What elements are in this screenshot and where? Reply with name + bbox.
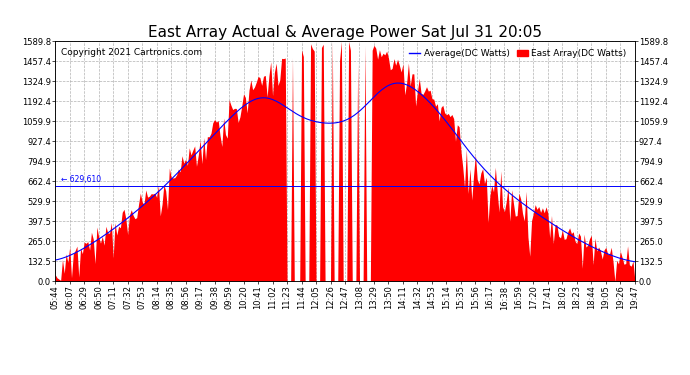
Legend: Average(DC Watts), East Array(DC Watts): Average(DC Watts), East Array(DC Watts): [406, 46, 630, 62]
Text: Copyright 2021 Cartronics.com: Copyright 2021 Cartronics.com: [61, 48, 202, 57]
Text: ← 629,610: ← 629,610: [61, 175, 101, 184]
Title: East Array Actual & Average Power Sat Jul 31 20:05: East Array Actual & Average Power Sat Ju…: [148, 25, 542, 40]
